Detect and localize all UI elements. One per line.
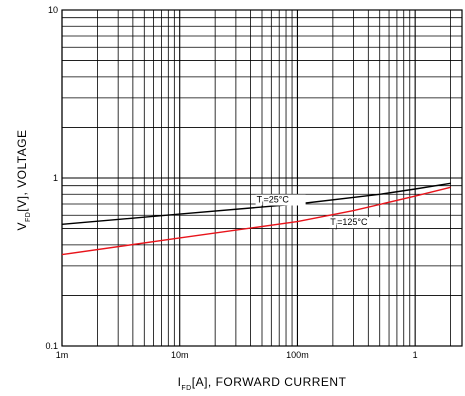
annotation-tj-125c: Tj=125°C xyxy=(330,217,368,230)
y-axis-label: VFD[V], VOLTAGE xyxy=(15,129,32,230)
y-tick-label: 1 xyxy=(53,173,58,183)
x-tick-labels: 1m 10m 100m 1 xyxy=(56,350,418,360)
annotation-background xyxy=(329,217,386,229)
series-lines xyxy=(61,182,451,256)
annotation-background xyxy=(255,194,306,206)
curve-annotations: Tj=25°C Tj=125°C xyxy=(255,194,386,230)
y-tick-label: 10 xyxy=(48,5,58,15)
x-tick-label: 1m xyxy=(56,350,69,360)
plot-area-frame xyxy=(61,9,463,347)
y-tick-labels: 0.1 1 10 xyxy=(45,5,58,351)
y-tick-label: 0.1 xyxy=(45,341,58,351)
x-tick-label: 1 xyxy=(413,350,418,360)
x-axis-label: IFD[A], FORWARD CURRENT xyxy=(178,375,347,392)
series-line-tj-125c xyxy=(61,186,451,256)
series-line-tj-25c xyxy=(61,182,451,225)
x-tick-label: 10m xyxy=(171,350,189,360)
x-tick-label: 100m xyxy=(286,350,309,360)
annotation-tj-25c: Tj=25°C xyxy=(257,195,290,208)
